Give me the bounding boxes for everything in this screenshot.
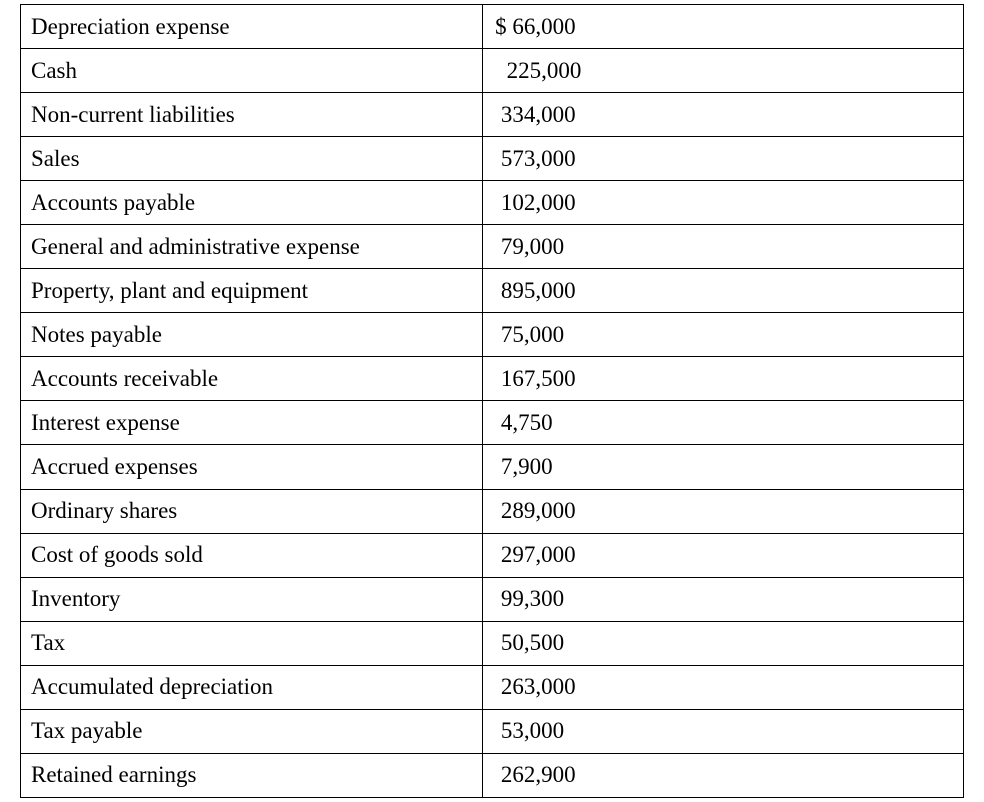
- account-label: Interest expense: [21, 401, 483, 445]
- table-row: Property, plant and equipment 895,000: [21, 269, 964, 313]
- table-body: Depreciation expense $ 66,000 Cash 225,000…: [21, 5, 964, 798]
- account-value: 102,000: [483, 181, 964, 225]
- account-label: Accrued expenses: [21, 445, 483, 489]
- table-row: Cost of goods sold 297,000: [21, 533, 964, 577]
- account-label: Retained earnings: [21, 753, 483, 797]
- account-value: 7,900: [483, 445, 964, 489]
- account-value-text: 334,000: [495, 102, 576, 128]
- table-row: Cash 225,000: [21, 49, 964, 93]
- account-label: General and administrative expense: [21, 225, 483, 269]
- account-value: 895,000: [483, 269, 964, 313]
- account-label: Inventory: [21, 577, 483, 621]
- financial-accounts-table-container: Depreciation expense $ 66,000 Cash 225,000…: [0, 0, 984, 802]
- account-label: Non-current liabilities: [21, 93, 483, 137]
- table-row: General and administrative expense 79,00…: [21, 225, 964, 269]
- account-value-text: 79,000: [495, 234, 564, 260]
- account-value: 50,500: [483, 621, 964, 665]
- account-label: Cash: [21, 49, 483, 93]
- account-label: Ordinary shares: [21, 489, 483, 533]
- account-label: Accumulated depreciation: [21, 665, 483, 709]
- table-row: Notes payable 75,000: [21, 313, 964, 357]
- account-value: 99,300: [483, 577, 964, 621]
- table-row: Depreciation expense $ 66,000: [21, 5, 964, 49]
- account-value-text: 102,000: [495, 190, 576, 216]
- account-value: 289,000: [483, 489, 964, 533]
- account-value-text: 75,000: [495, 322, 564, 348]
- account-value-text: 297,000: [495, 542, 576, 568]
- account-value-text: 167,500: [495, 366, 576, 392]
- financial-accounts-table: Depreciation expense $ 66,000 Cash 225,000…: [20, 4, 964, 798]
- account-value: 79,000: [483, 225, 964, 269]
- account-value: 53,000: [483, 709, 964, 753]
- account-label: Tax: [21, 621, 483, 665]
- account-label: Accounts receivable: [21, 357, 483, 401]
- account-value: 297,000: [483, 533, 964, 577]
- account-value: 167,500: [483, 357, 964, 401]
- account-value-text: $ 66,000: [495, 14, 576, 40]
- account-value: 225,000: [483, 49, 964, 93]
- account-value: 334,000: [483, 93, 964, 137]
- account-value-text: 4,750: [495, 410, 553, 436]
- account-value: $ 66,000: [483, 5, 964, 49]
- account-value-text: 99,300: [495, 586, 564, 612]
- account-label: Notes payable: [21, 313, 483, 357]
- account-label: Accounts payable: [21, 181, 483, 225]
- account-value: 263,000: [483, 665, 964, 709]
- account-label: Depreciation expense: [21, 5, 483, 49]
- account-value-text: 50,500: [495, 630, 564, 656]
- account-value: 262,900: [483, 753, 964, 797]
- account-value: 4,750: [483, 401, 964, 445]
- table-row: Tax payable 53,000: [21, 709, 964, 753]
- table-row: Accumulated depreciation 263,000: [21, 665, 964, 709]
- table-row: Accounts payable 102,000: [21, 181, 964, 225]
- account-value-text: 262,900: [495, 762, 576, 788]
- table-row: Interest expense 4,750: [21, 401, 964, 445]
- table-row: Accounts receivable 167,500: [21, 357, 964, 401]
- table-row: Retained earnings 262,900: [21, 753, 964, 797]
- account-value-text: 263,000: [495, 674, 576, 700]
- table-row: Sales 573,000: [21, 137, 964, 181]
- account-label: Cost of goods sold: [21, 533, 483, 577]
- account-label: Property, plant and equipment: [21, 269, 483, 313]
- account-value: 573,000: [483, 137, 964, 181]
- table-row: Accrued expenses 7,900: [21, 445, 964, 489]
- account-label: Tax payable: [21, 709, 483, 753]
- account-label: Sales: [21, 137, 483, 181]
- table-row: Tax 50,500: [21, 621, 964, 665]
- account-value-text: 7,900: [495, 454, 553, 480]
- account-value-text: 225,000: [495, 58, 581, 84]
- account-value-text: 53,000: [495, 718, 564, 744]
- table-row: Inventory 99,300: [21, 577, 964, 621]
- account-value: 75,000: [483, 313, 964, 357]
- account-value-text: 573,000: [495, 146, 576, 172]
- table-row: Ordinary shares 289,000: [21, 489, 964, 533]
- account-value-text: 289,000: [495, 498, 576, 524]
- account-value-text: 895,000: [495, 278, 576, 304]
- table-row: Non-current liabilities 334,000: [21, 93, 964, 137]
